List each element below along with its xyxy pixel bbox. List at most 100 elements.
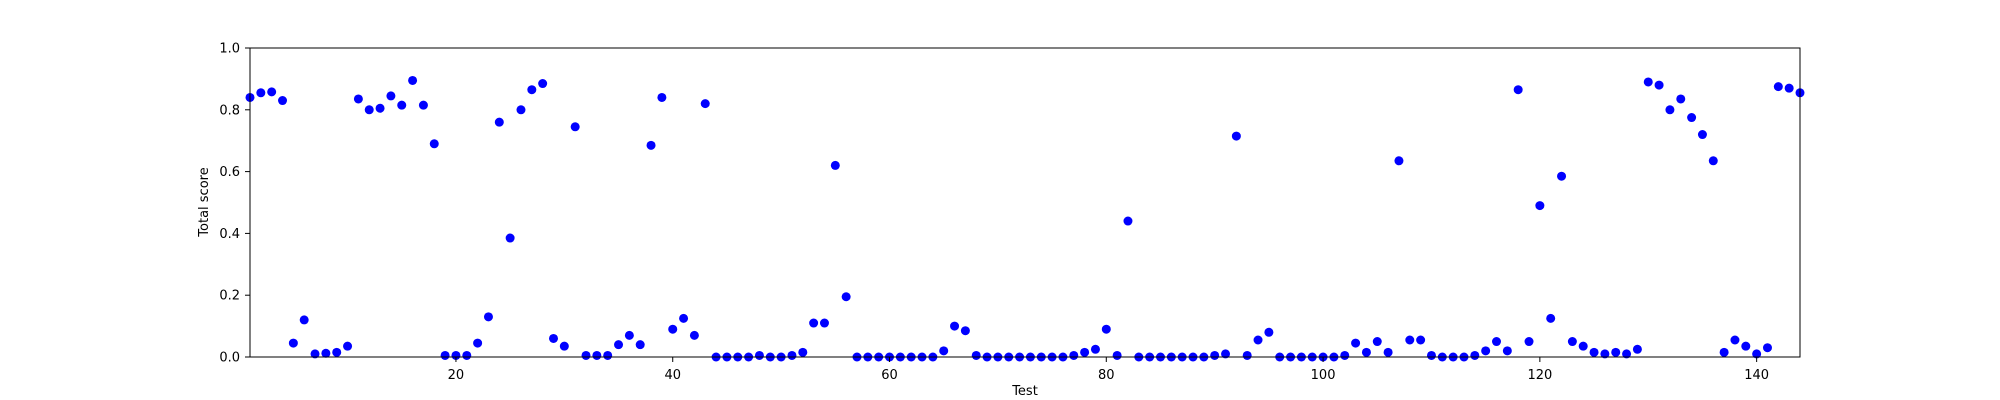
data-point xyxy=(646,140,656,150)
y-axis-label: Total score xyxy=(197,167,212,237)
data-point xyxy=(1383,347,1393,357)
data-point xyxy=(1589,347,1599,357)
data-point xyxy=(516,105,526,115)
data-point xyxy=(267,87,277,97)
data-point xyxy=(288,338,298,348)
data-point xyxy=(1773,82,1783,92)
data-point xyxy=(1242,350,1252,360)
data-point xyxy=(1784,83,1794,93)
data-point xyxy=(570,122,580,132)
data-point xyxy=(1632,344,1642,354)
data-point xyxy=(1264,327,1274,337)
data-point xyxy=(809,318,819,328)
data-point xyxy=(1708,156,1718,166)
data-point xyxy=(635,340,645,350)
data-point xyxy=(1405,335,1415,345)
plot-frame xyxy=(249,47,1801,358)
data-point xyxy=(375,103,385,113)
x-tick-label: 80 xyxy=(1098,368,1115,383)
data-point xyxy=(1535,201,1545,211)
data-point xyxy=(1080,347,1090,357)
data-point xyxy=(429,139,439,149)
data-point xyxy=(603,350,613,360)
data-point xyxy=(1676,94,1686,104)
data-point xyxy=(364,105,374,115)
points-layer xyxy=(245,75,1805,362)
data-point xyxy=(1622,349,1632,359)
data-point xyxy=(819,318,829,328)
data-point xyxy=(841,292,851,302)
data-point xyxy=(1546,313,1556,323)
x-tick-label: 120 xyxy=(1527,368,1552,383)
y-axis: 0.0 0.2 0.4 0.6 0.8 1.0 xyxy=(219,42,250,366)
data-point xyxy=(1340,350,1350,360)
data-point xyxy=(787,350,797,360)
data-point xyxy=(939,346,949,356)
data-point xyxy=(538,79,548,89)
data-point xyxy=(418,100,428,110)
data-point xyxy=(451,350,461,360)
data-point xyxy=(397,100,407,110)
x-tick-label: 20 xyxy=(448,368,465,383)
data-point xyxy=(1600,349,1610,359)
data-point xyxy=(1123,216,1133,226)
data-point xyxy=(971,350,981,360)
data-point xyxy=(1112,350,1122,360)
data-point xyxy=(527,85,537,95)
y-tick-label: 1.0 xyxy=(219,42,240,57)
data-point xyxy=(1752,349,1762,359)
data-point xyxy=(1416,335,1426,345)
data-point xyxy=(440,350,450,360)
x-tick-label: 140 xyxy=(1744,368,1769,383)
data-point xyxy=(700,99,710,109)
x-tick-label: 40 xyxy=(664,368,681,383)
data-point xyxy=(1361,347,1371,357)
data-point xyxy=(1665,105,1675,115)
data-point xyxy=(1687,113,1697,123)
data-point xyxy=(960,326,970,336)
data-point xyxy=(559,341,569,351)
data-point xyxy=(1372,337,1382,347)
x-axis: 20 40 60 80 100 120 140 xyxy=(448,357,1769,383)
data-point xyxy=(1654,80,1664,90)
data-point xyxy=(657,92,667,102)
data-point xyxy=(1470,350,1480,360)
data-point xyxy=(1492,337,1502,347)
y-tick-label: 0.6 xyxy=(219,165,240,180)
data-point xyxy=(1090,344,1100,354)
data-point xyxy=(1481,346,1491,356)
data-point xyxy=(548,333,558,343)
data-point xyxy=(624,330,634,340)
data-point xyxy=(310,349,320,359)
data-point xyxy=(1524,337,1534,347)
data-point xyxy=(668,324,678,334)
data-point xyxy=(256,88,266,98)
data-point xyxy=(1394,156,1404,166)
data-point xyxy=(689,330,699,340)
y-tick-label: 0.4 xyxy=(219,227,240,242)
data-point xyxy=(592,350,602,360)
data-point xyxy=(332,347,342,357)
data-point xyxy=(1502,346,1512,356)
data-point xyxy=(1210,350,1220,360)
data-point xyxy=(950,321,960,331)
data-point xyxy=(1611,347,1621,357)
data-point xyxy=(614,340,624,350)
data-point xyxy=(1567,337,1577,347)
y-tick-label: 0.2 xyxy=(219,289,240,304)
data-point xyxy=(1719,347,1729,357)
x-axis-label: Test xyxy=(1011,384,1038,399)
data-point xyxy=(462,350,472,360)
data-point xyxy=(1101,324,1111,334)
data-point xyxy=(1578,341,1588,351)
data-point xyxy=(408,75,418,85)
data-point xyxy=(343,341,353,351)
data-point xyxy=(1730,335,1740,345)
data-point xyxy=(386,91,396,101)
data-point xyxy=(1351,338,1361,348)
y-tick-label: 0.8 xyxy=(219,103,240,118)
data-point xyxy=(581,350,591,360)
data-point xyxy=(679,313,689,323)
x-tick-label: 100 xyxy=(1311,368,1336,383)
